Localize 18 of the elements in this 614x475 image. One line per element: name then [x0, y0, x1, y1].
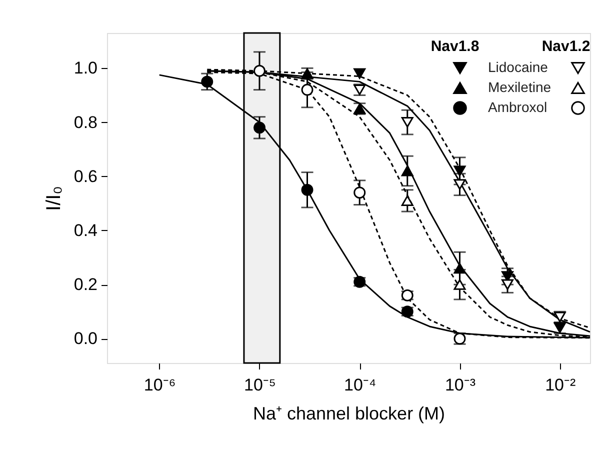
annotation: Nav1.2 [542, 38, 590, 55]
legend-label: Lidocaine [488, 59, 548, 75]
y-tick-label: 0.2 [74, 275, 98, 294]
legend-label: Ambroxol [488, 99, 548, 115]
y-tick-label: 0.8 [74, 112, 98, 132]
y-tick-label: 1.0 [74, 58, 98, 78]
x-tick-label: 10⁻⁵ [244, 376, 276, 394]
y-axis-title: I/I₀ [42, 186, 65, 211]
legend-label: Mexiletine [488, 79, 552, 95]
x-tick-label: 10⁻⁶ [144, 376, 176, 394]
y-tick-label: 0.4 [74, 220, 98, 240]
annotation: Nav1.8 [430, 38, 480, 55]
x-tick-label: 10⁻⁴ [344, 376, 376, 394]
x-axis-title: Na⁺ channel blocker (M) [252, 404, 446, 424]
y-tick-label: 0.6 [74, 166, 98, 186]
y-tick-label: 0.0 [74, 329, 98, 348]
x-tick-label: 10⁻³ [444, 376, 476, 394]
x-tick-label: 10⁻² [545, 376, 576, 394]
